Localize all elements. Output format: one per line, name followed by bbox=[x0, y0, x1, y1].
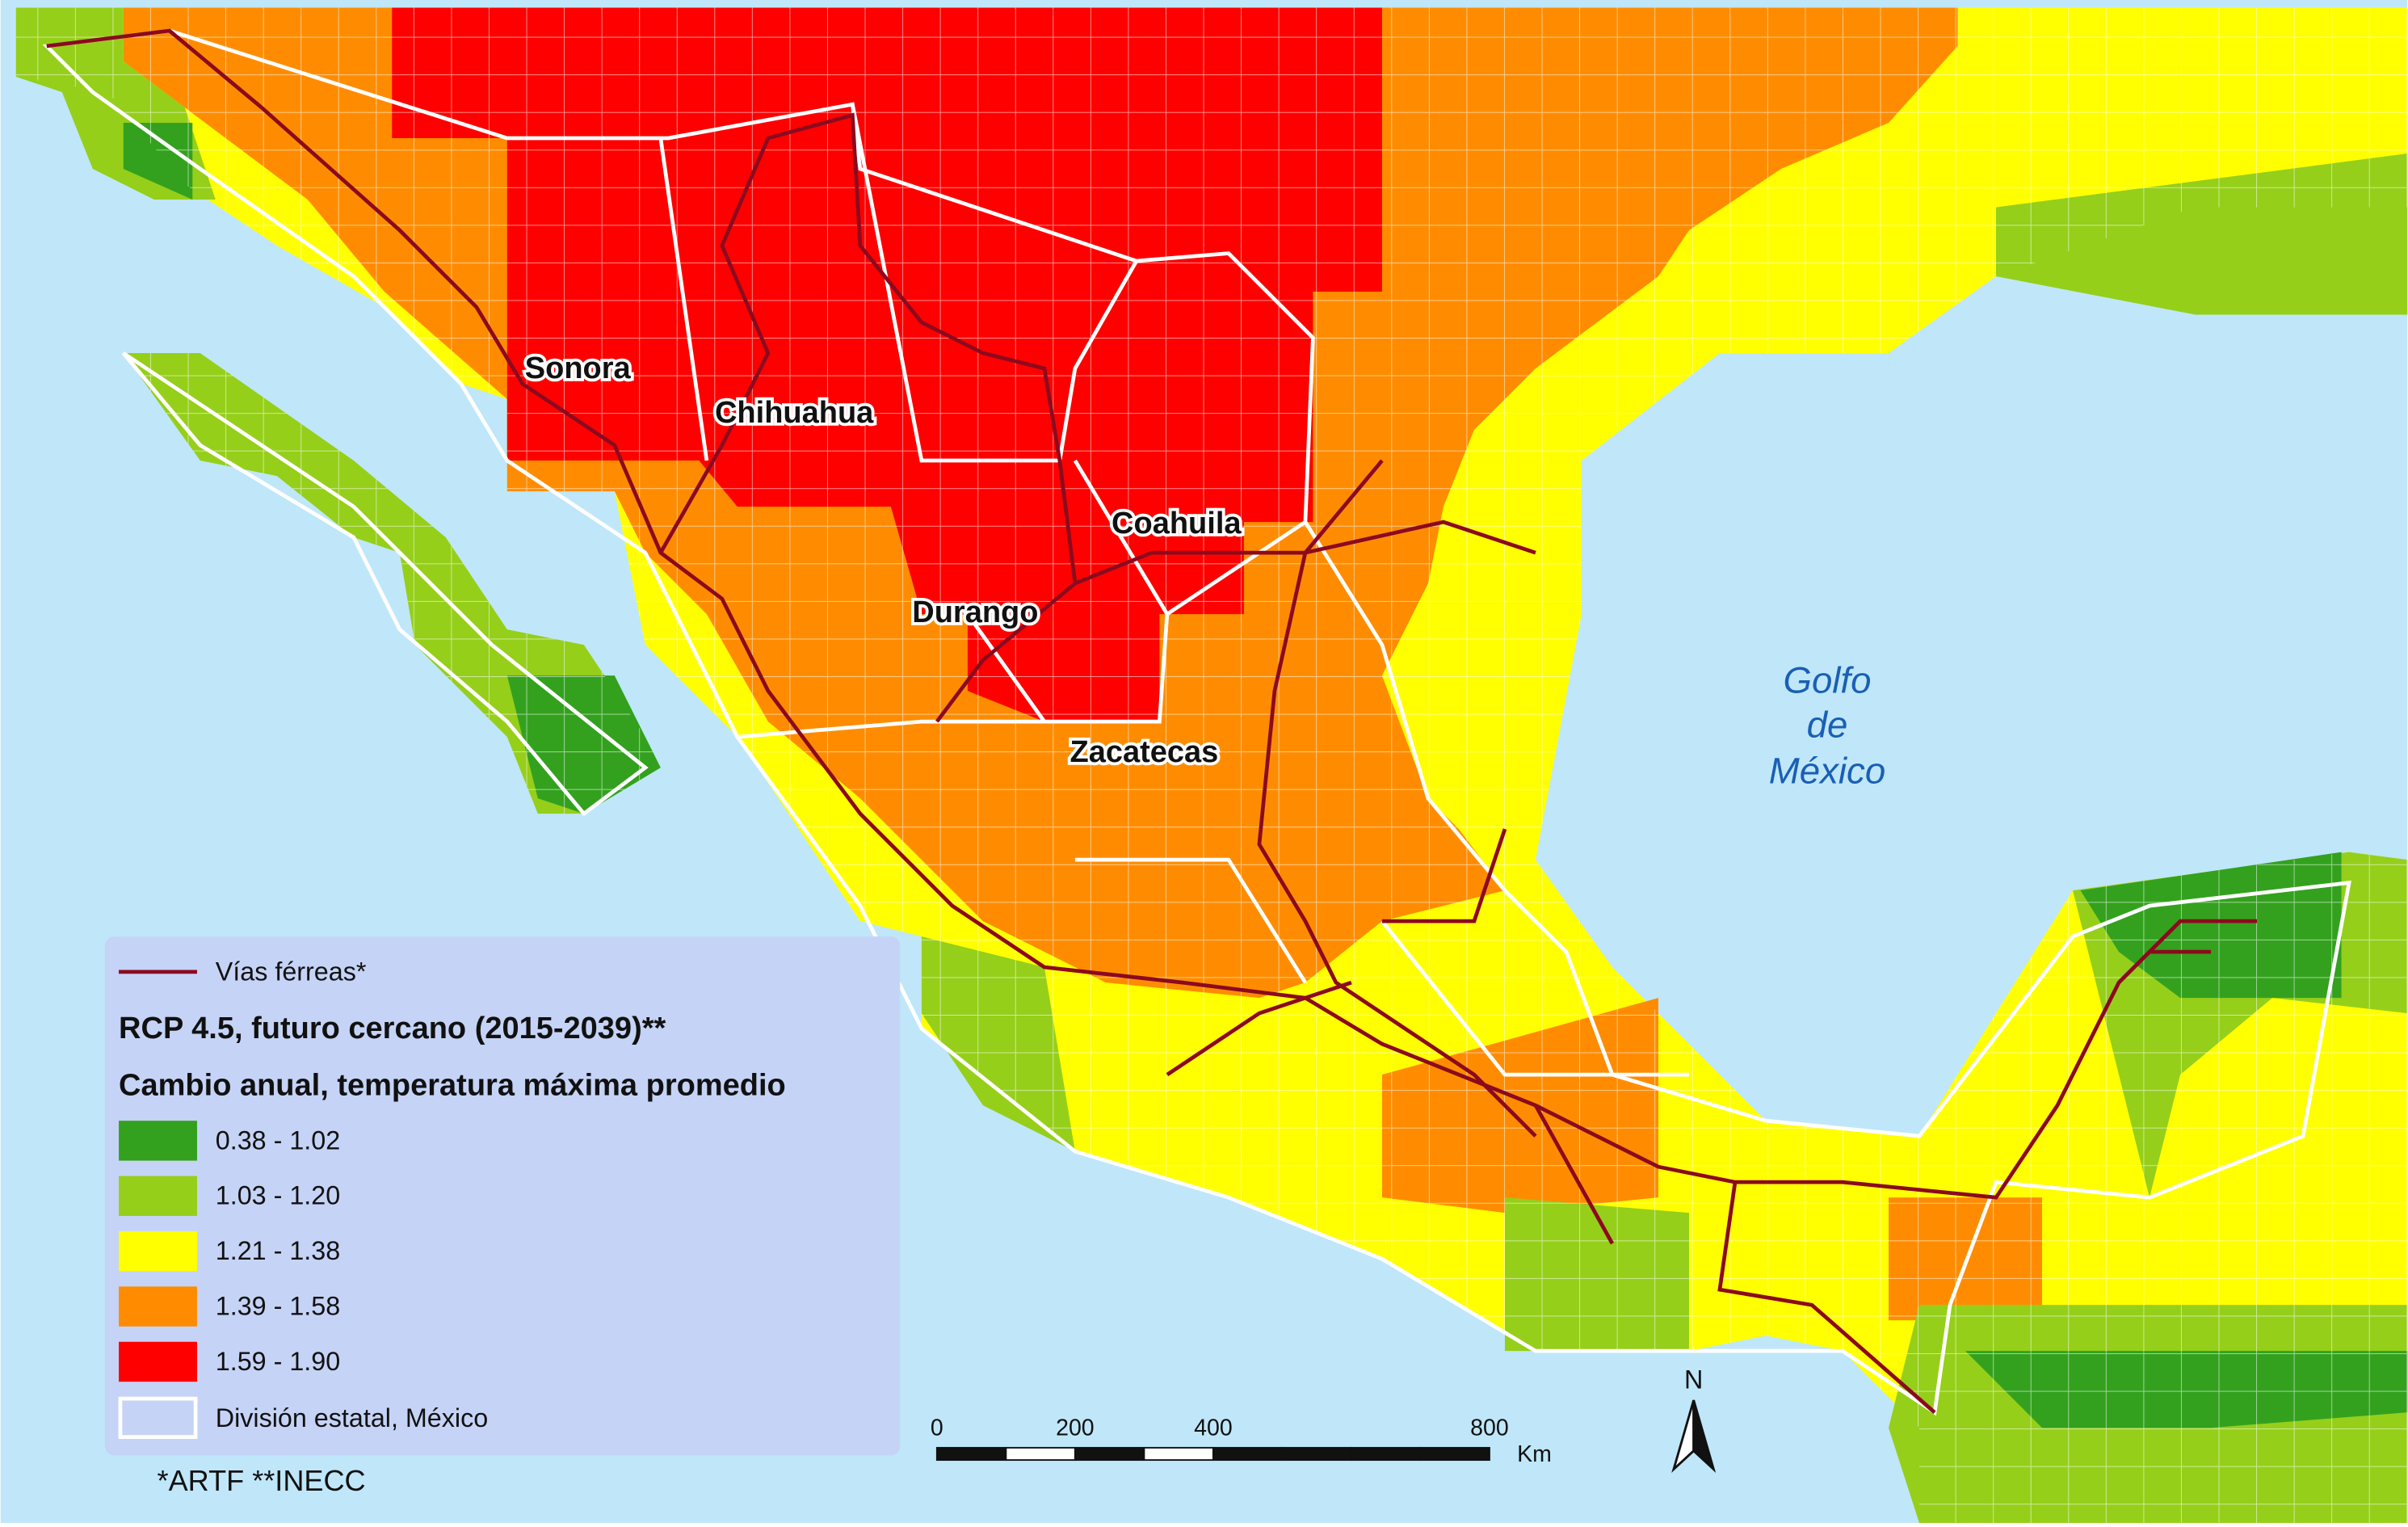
sea-label: de bbox=[1807, 705, 1848, 746]
legend-label: 1.39 - 1.58 bbox=[216, 1292, 340, 1321]
scale-segment bbox=[1419, 1446, 1490, 1462]
legend-title: RCP 4.5, futuro cercano (2015-2039)** bbox=[119, 1012, 666, 1045]
legend-label: División estatal, México bbox=[216, 1403, 488, 1432]
scale-unit: Km bbox=[1517, 1441, 1552, 1467]
legend-box bbox=[104, 936, 901, 1456]
legend-label: 1.59 - 1.90 bbox=[216, 1347, 340, 1376]
scale-segment bbox=[935, 1446, 1007, 1462]
scale-tick-label: 400 bbox=[1194, 1416, 1233, 1441]
legend-label: Vías férreas* bbox=[216, 957, 367, 986]
legend-swatch bbox=[119, 1176, 197, 1216]
scale-tick-label: 800 bbox=[1470, 1416, 1509, 1441]
legend: Vías férreas* RCP 4.5, futuro cercano (2… bbox=[104, 936, 901, 1456]
legend-swatch bbox=[119, 1341, 197, 1382]
railways bbox=[46, 28, 2258, 1414]
state-label: Chihuahua bbox=[715, 396, 874, 430]
legend-border-swatch bbox=[118, 1396, 198, 1439]
state-label: Durango bbox=[912, 595, 1038, 629]
state-label: Sonora bbox=[525, 351, 632, 385]
scale-bar: Km 0 200 400 800 bbox=[931, 1416, 1552, 1467]
legend-label: 1.21 - 1.38 bbox=[216, 1236, 340, 1265]
legend-swatch bbox=[119, 1230, 197, 1272]
scale-tick-label: 200 bbox=[1056, 1416, 1095, 1441]
arrow-right bbox=[1692, 1399, 1717, 1474]
sea-label: Golfo bbox=[1783, 660, 1871, 701]
scale-segment bbox=[1074, 1446, 1145, 1462]
scale-segment bbox=[1005, 1446, 1076, 1462]
scale-segment bbox=[1350, 1446, 1422, 1462]
scale-tick-label: 0 bbox=[931, 1416, 943, 1441]
north-arrow: N bbox=[1671, 1365, 1717, 1474]
sea-label: México bbox=[1769, 751, 1885, 792]
state-label: Zacatecas bbox=[1070, 735, 1218, 769]
legend-label: 0.38 - 1.02 bbox=[216, 1125, 340, 1155]
state-label: Coahuila bbox=[1112, 507, 1242, 541]
scale-segment bbox=[1143, 1446, 1214, 1462]
legend-swatch bbox=[119, 1121, 197, 1161]
legend-subtitle: Cambio anual, temperatura máxima promedi… bbox=[119, 1068, 786, 1102]
footnote: *ARTF **INECC bbox=[158, 1464, 366, 1497]
state-labels: Sonora Chihuahua Coahuila Durango Zacate… bbox=[522, 348, 1885, 792]
scale-segment bbox=[1281, 1446, 1352, 1462]
legend-swatch bbox=[119, 1286, 197, 1327]
north-label: N bbox=[1684, 1365, 1703, 1394]
scale-segment bbox=[1212, 1446, 1284, 1462]
legend-label: 1.03 - 1.20 bbox=[216, 1181, 340, 1210]
